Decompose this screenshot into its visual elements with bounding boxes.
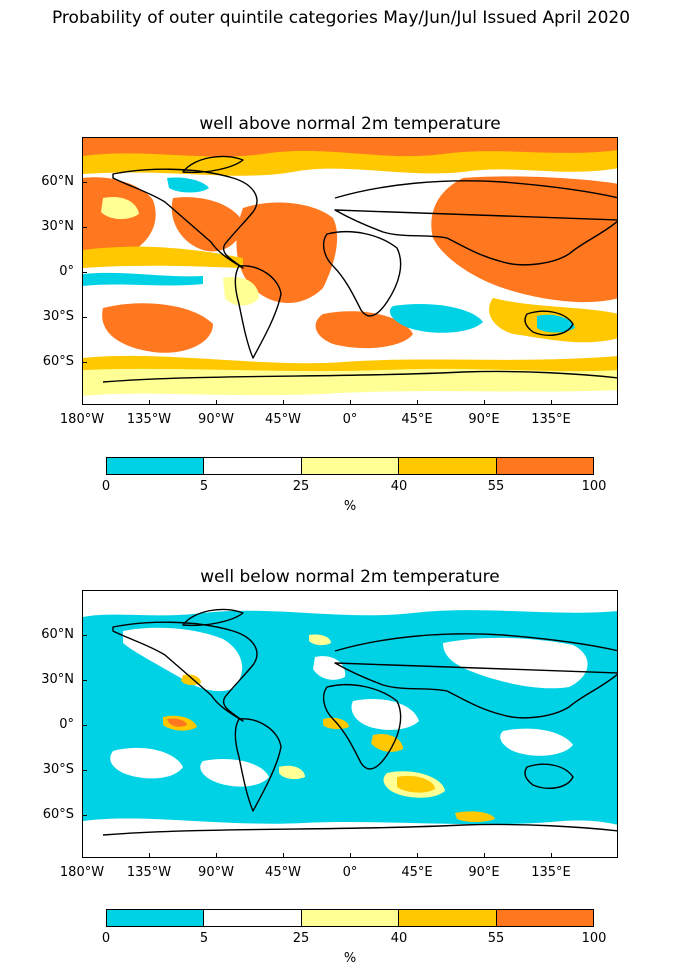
x-tick-mark xyxy=(283,400,284,405)
x-tick-label: 90°W xyxy=(198,865,234,880)
colorbar-tick: 40 xyxy=(390,479,408,494)
y-tick-mark xyxy=(82,317,87,318)
x-tick-label: 135°E xyxy=(531,412,571,427)
x-tick-label: 90°W xyxy=(198,412,234,427)
colorbar-tick: 25 xyxy=(292,931,310,946)
y-tick-label: 60°N xyxy=(41,174,74,189)
colorbar-tick: 0 xyxy=(101,931,111,946)
x-tick-mark xyxy=(216,400,217,405)
x-tick-label: 135°E xyxy=(531,865,571,880)
x-tick-label: 0° xyxy=(342,865,358,880)
colorbar-tick: 100 xyxy=(581,931,607,946)
x-tick-label: 180°W xyxy=(59,865,105,880)
x-tick-mark xyxy=(216,853,217,858)
colorbar-tick: 0 xyxy=(101,479,111,494)
colorbar-tick: 25 xyxy=(292,479,310,494)
y-tick-label: 60°N xyxy=(41,627,74,642)
x-tick-label: 45°E xyxy=(401,865,433,880)
panel-title-below: well below normal 2m temperature xyxy=(200,567,500,587)
x-tick-mark xyxy=(484,400,485,405)
y-tick-label: 60°S xyxy=(42,354,74,369)
map-above-normal xyxy=(82,137,618,405)
x-tick-mark xyxy=(283,853,284,858)
colorbar-segment-0-5 xyxy=(107,910,205,926)
x-tick-label: 135°W xyxy=(126,412,172,427)
x-tick-label: 0° xyxy=(342,412,358,427)
colorbar-segment-55-100 xyxy=(496,910,594,926)
x-tick-mark xyxy=(350,853,351,858)
y-tick-label: 30°S xyxy=(42,762,74,777)
colorbar-segment-0-5 xyxy=(107,458,205,474)
map-below-svg xyxy=(83,591,617,857)
map-above-svg xyxy=(83,138,617,404)
y-tick-mark xyxy=(82,362,87,363)
x-tick-mark xyxy=(149,853,150,858)
x-tick-mark xyxy=(82,400,83,405)
x-tick-label: 135°W xyxy=(126,865,172,880)
y-tick-label: 30°S xyxy=(42,309,74,324)
colorbar-above xyxy=(106,457,594,475)
x-tick-mark xyxy=(149,400,150,405)
colorbar-segment-5-25 xyxy=(204,910,302,926)
colorbar-tick: 55 xyxy=(487,931,505,946)
colorbar-segment-25-40 xyxy=(301,910,400,926)
colorbar-tick: 55 xyxy=(487,479,505,494)
colorbar-segment-55-100 xyxy=(496,458,594,474)
colorbar-segment-25-40 xyxy=(301,458,400,474)
colorbar-below xyxy=(106,909,594,927)
x-tick-mark xyxy=(350,400,351,405)
x-tick-mark xyxy=(82,853,83,858)
colorbar-tick: 100 xyxy=(581,479,607,494)
y-tick-label: 60°S xyxy=(42,807,74,822)
y-tick-mark xyxy=(82,227,87,228)
colorbar-unit: % xyxy=(343,951,357,966)
colorbar-segment-5-25 xyxy=(204,458,302,474)
y-tick-label: 30°N xyxy=(41,672,74,687)
x-tick-mark xyxy=(417,400,418,405)
y-tick-mark xyxy=(82,815,87,816)
colorbar-tick: 5 xyxy=(199,931,209,946)
colorbar-tick: 40 xyxy=(390,931,408,946)
colorbar-segment-40-55 xyxy=(399,458,497,474)
y-tick-label: 0° xyxy=(59,717,74,732)
map-below-normal xyxy=(82,590,618,858)
x-tick-mark xyxy=(417,853,418,858)
x-tick-label: 45°W xyxy=(265,412,301,427)
x-tick-label: 180°W xyxy=(59,412,105,427)
colorbar-tick: 5 xyxy=(199,479,209,494)
y-tick-label: 30°N xyxy=(41,219,74,234)
x-tick-label: 90°E xyxy=(468,412,500,427)
y-tick-mark xyxy=(82,725,87,726)
panel-title-above: well above normal 2m temperature xyxy=(199,114,501,134)
y-tick-label: 0° xyxy=(59,264,74,279)
y-tick-mark xyxy=(82,680,87,681)
x-tick-mark xyxy=(484,853,485,858)
x-tick-label: 90°E xyxy=(468,865,500,880)
y-tick-mark xyxy=(82,635,87,636)
x-tick-mark xyxy=(551,853,552,858)
x-tick-label: 45°W xyxy=(265,865,301,880)
x-tick-label: 45°E xyxy=(401,412,433,427)
y-tick-mark xyxy=(82,770,87,771)
colorbar-segment-40-55 xyxy=(399,910,497,926)
y-tick-mark xyxy=(82,182,87,183)
colorbar-unit: % xyxy=(343,499,357,514)
figure-title: Probability of outer quintile categories… xyxy=(51,8,631,28)
y-tick-mark xyxy=(82,272,87,273)
x-tick-mark xyxy=(551,400,552,405)
